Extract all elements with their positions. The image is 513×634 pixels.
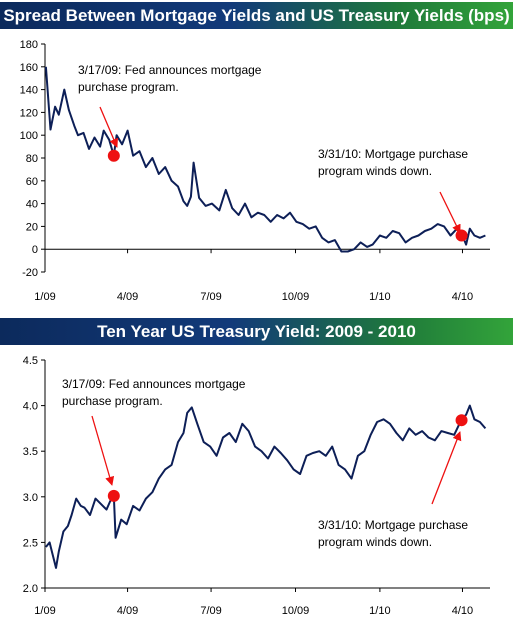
y-tick-label: 160 [20,62,38,74]
x-tick-label: 10/09 [282,291,310,303]
x-tick-label: 4/10 [452,291,473,303]
x-tick-label: 10/09 [282,605,310,617]
x-tick-label: 1/09 [34,605,55,617]
y-tick-label: 3.5 [23,446,38,458]
y-tick-label: 4.5 [23,355,38,367]
annotation-text: program winds down. [318,535,432,549]
annotation-text: 3/31/10: Mortgage purchase [318,518,468,532]
x-tick-label: 4/09 [117,605,138,617]
y-tick-label: 40 [26,199,38,211]
annotation-arrow [431,431,462,505]
x-tick-label: 7/09 [200,291,221,303]
annotation-text: 3/17/09: Fed announces mortgage [78,63,262,77]
y-tick-label: 60 [26,176,38,188]
treasury-chart: 4.5 4.0 3.5 3.0 2.5 2.0 1/09 4/09 7/09 10/09 1/10 4… [23,355,490,617]
spread-chart: 180 160 140 120 100 80 60 40 20 0 -20 1/09 4/09 7/09 1… [20,39,490,303]
annotation-text: purchase program. [62,394,163,408]
event-marker [455,229,468,242]
spread-chart-title: Spread Between Mortgage Yields and US Tr… [0,2,513,29]
annotation-arrow [91,415,115,486]
y-tick-label: 120 [20,107,38,119]
y-tick-label: 4.0 [23,401,38,413]
y-tick-label: -20 [22,267,38,279]
annotation-text: 3/31/10: Mortgage purchase [318,147,468,161]
y-tick-label: 2.0 [23,583,38,595]
annotation-arrow [439,191,461,234]
annotation-arrow [99,106,118,148]
annotation-text: 3/17/09: Fed announces mortgage [62,377,246,391]
x-tick-label: 1/10 [369,605,390,617]
event-marker [455,414,468,427]
treasury-chart-title: Ten Year US Treasury Yield: 2009 - 2010 [0,318,513,345]
y-tick-label: 0 [32,244,38,256]
x-tick-label: 7/09 [200,605,221,617]
y-tick-label: 100 [20,130,38,142]
series-line [45,404,487,569]
y-tick-label: 140 [20,85,38,97]
x-tick-label: 1/10 [369,291,390,303]
y-tick-label: 20 [26,221,38,233]
event-marker [107,489,120,502]
x-tick-label: 1/09 [34,291,55,303]
y-tick-label: 3.0 [23,492,38,504]
series-line [44,66,486,253]
x-tick-label: 4/10 [452,605,473,617]
y-tick-label: 2.5 [23,537,38,549]
x-tick-label: 4/09 [117,291,138,303]
annotation-text: program winds down. [318,164,432,178]
y-tick-label: 180 [20,39,38,51]
annotation-text: purchase program. [78,80,179,94]
event-marker [107,149,120,162]
y-tick-label: 80 [26,153,38,165]
